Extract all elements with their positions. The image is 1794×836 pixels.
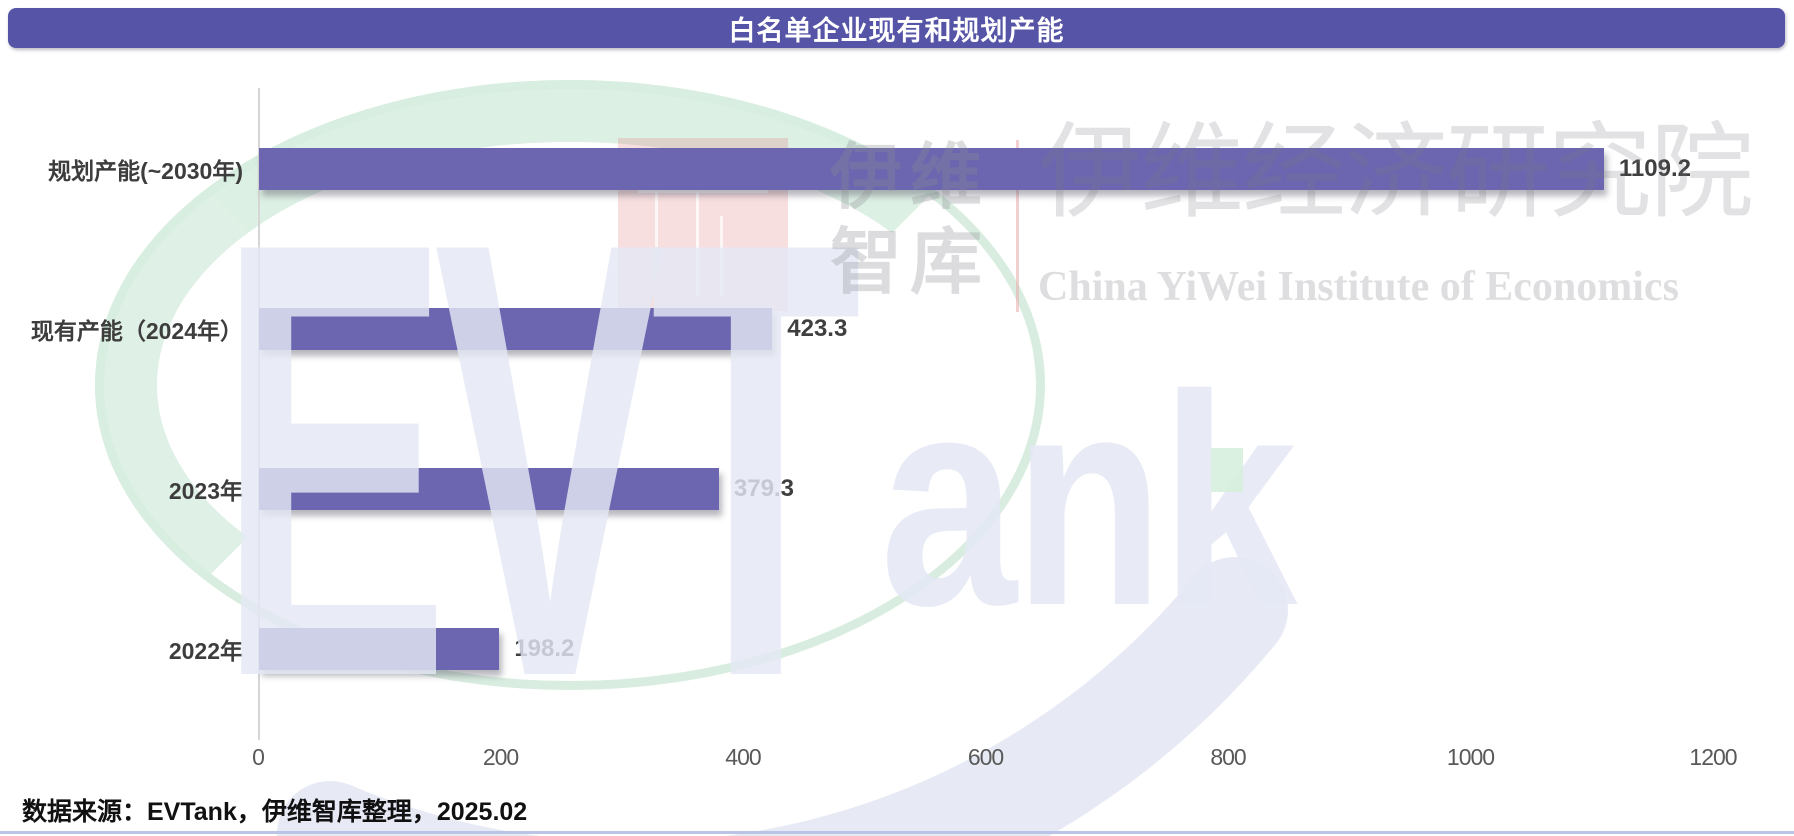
bar-row: 规划产能(~2030年) 1109.2 — [0, 148, 1794, 190]
x-tick: 800 — [1210, 744, 1246, 770]
value-label: 1109.2 — [1618, 155, 1691, 182]
x-tick: 1200 — [1689, 744, 1737, 770]
value-label: 379.3 — [733, 475, 794, 502]
seal-stroke — [696, 151, 700, 298]
bar-row: 2022年 198.2 — [0, 628, 1794, 670]
x-tick: 400 — [725, 744, 761, 770]
bar — [259, 628, 500, 670]
data-source-note: 数据来源：EVTank，伊维智库整理，2025.02 — [22, 798, 528, 826]
x-tick: 600 — [967, 744, 1004, 770]
bar — [259, 468, 719, 510]
y-axis-line — [258, 88, 260, 740]
value-label: 423.3 — [787, 315, 848, 342]
bar — [259, 308, 773, 350]
x-tick: 0 — [252, 744, 265, 770]
bar-track: 423.3 — [259, 308, 1714, 350]
seal-stroke — [720, 215, 723, 298]
bar-track: 198.2 — [259, 628, 1714, 670]
category-label: 规划产能(~2030年) — [48, 158, 243, 184]
bar — [259, 148, 1604, 190]
category-label: 现有产能（2024年） — [30, 318, 243, 344]
x-tick: 1000 — [1446, 744, 1495, 770]
watermark-divider-line — [1016, 140, 1019, 312]
value-label: 198.2 — [514, 635, 575, 662]
bar-row: 现有产能（2024年） 423.3 — [0, 308, 1794, 350]
category-label: 2023年 — [168, 478, 243, 504]
seal-stroke — [655, 151, 659, 247]
bar-track: 1109.2 — [259, 148, 1714, 190]
chart-title: 白名单企业现有和规划产能 — [728, 15, 1065, 46]
bar-track: 379.3 — [259, 468, 1714, 510]
x-axis-ticks: 0 200 400 600 800 1000 1200 — [252, 744, 1737, 774]
bottom-border-line — [0, 831, 1794, 834]
bar-row: 2023年 379.3 — [0, 468, 1794, 510]
category-label: 2022年 — [168, 638, 243, 664]
logo-green-accent — [1211, 448, 1243, 492]
x-tick: 200 — [482, 744, 519, 770]
seal-stroke — [638, 189, 768, 193]
title-banner: 白名单企业现有和规划产能 — [8, 8, 1785, 48]
